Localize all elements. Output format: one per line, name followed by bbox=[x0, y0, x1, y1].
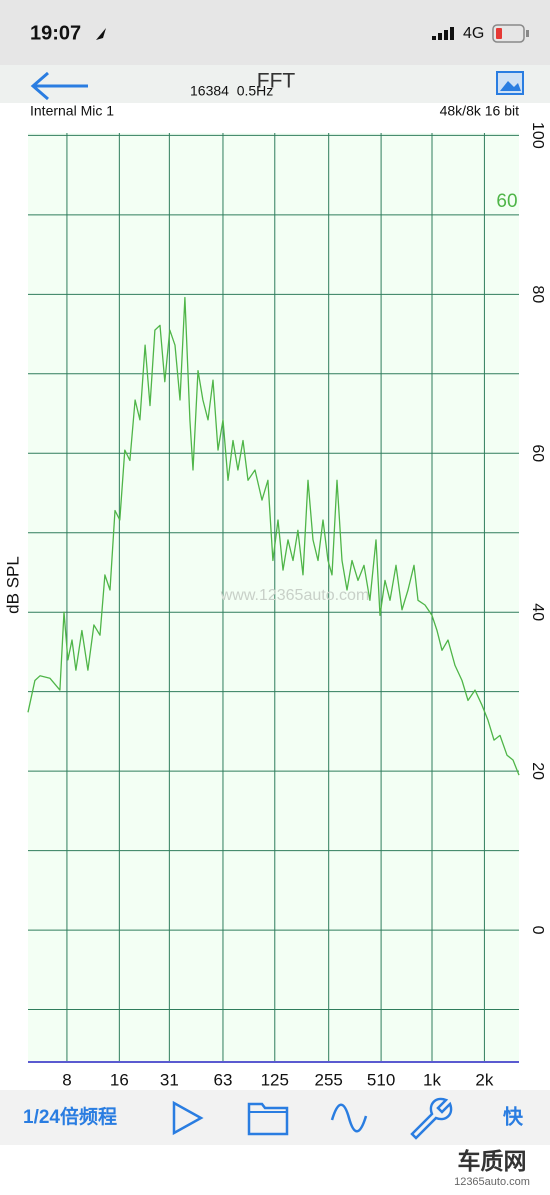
x-tick-label: 2k bbox=[475, 1070, 493, 1089]
folder-button[interactable] bbox=[247, 1102, 289, 1136]
spectrum-line bbox=[27, 296, 520, 776]
x-tick-label: 510 bbox=[367, 1070, 395, 1089]
x-tick-label: 125 bbox=[261, 1070, 289, 1089]
status-time: 19:07 bbox=[30, 22, 81, 44]
settings-button[interactable] bbox=[410, 1097, 453, 1140]
mode-button[interactable]: 1/24倍频程 bbox=[23, 1105, 117, 1128]
back-button[interactable] bbox=[30, 71, 88, 101]
play-button[interactable] bbox=[172, 1100, 204, 1136]
x-tick-label: 8 bbox=[62, 1070, 71, 1089]
logo-site: 12365auto.com bbox=[454, 1176, 530, 1188]
watermark: www.12365auto.com bbox=[220, 587, 370, 604]
x-tick-label: 31 bbox=[160, 1070, 179, 1089]
status-bar bbox=[0, 0, 550, 65]
image-button[interactable] bbox=[496, 71, 524, 95]
y-tick-label: 20 bbox=[529, 762, 546, 780]
x-tick-label: 63 bbox=[214, 1070, 233, 1089]
y-tick-label: 60 bbox=[529, 444, 546, 462]
toolbar bbox=[0, 1090, 550, 1145]
input-name: Internal Mic 1 bbox=[30, 103, 114, 119]
signal-icon bbox=[432, 27, 454, 40]
x-tick-label: 1k bbox=[423, 1070, 441, 1089]
audio-format: 48k/8k 16 bit bbox=[440, 103, 519, 119]
y-tick-label: 100 bbox=[529, 122, 546, 149]
x-tick-label: 16 bbox=[110, 1070, 129, 1089]
speed-button[interactable]: 快 bbox=[503, 1104, 524, 1128]
y-axis-label: dB SPL bbox=[3, 556, 22, 614]
level-readout: 60 bbox=[496, 191, 517, 212]
fft-info: 16384 0.5Hz bbox=[190, 83, 273, 99]
y-tick-label: 40 bbox=[529, 603, 546, 621]
y-tick-label: 0 bbox=[529, 926, 546, 935]
header-bar bbox=[0, 65, 550, 103]
plot-area bbox=[28, 133, 519, 1062]
status-network: 4G bbox=[463, 25, 484, 42]
screen-title: FFT bbox=[257, 70, 296, 93]
waveform-button[interactable] bbox=[330, 1103, 368, 1133]
location-icon bbox=[96, 28, 106, 40]
info-row bbox=[0, 103, 550, 127]
logo-name: 车质网 bbox=[458, 1148, 527, 1174]
x-tick-label: 255 bbox=[314, 1070, 342, 1089]
plot bbox=[27, 296, 520, 776]
y-tick-label: 80 bbox=[529, 285, 546, 303]
battery-icon bbox=[492, 24, 529, 43]
grid bbox=[28, 133, 519, 1062]
